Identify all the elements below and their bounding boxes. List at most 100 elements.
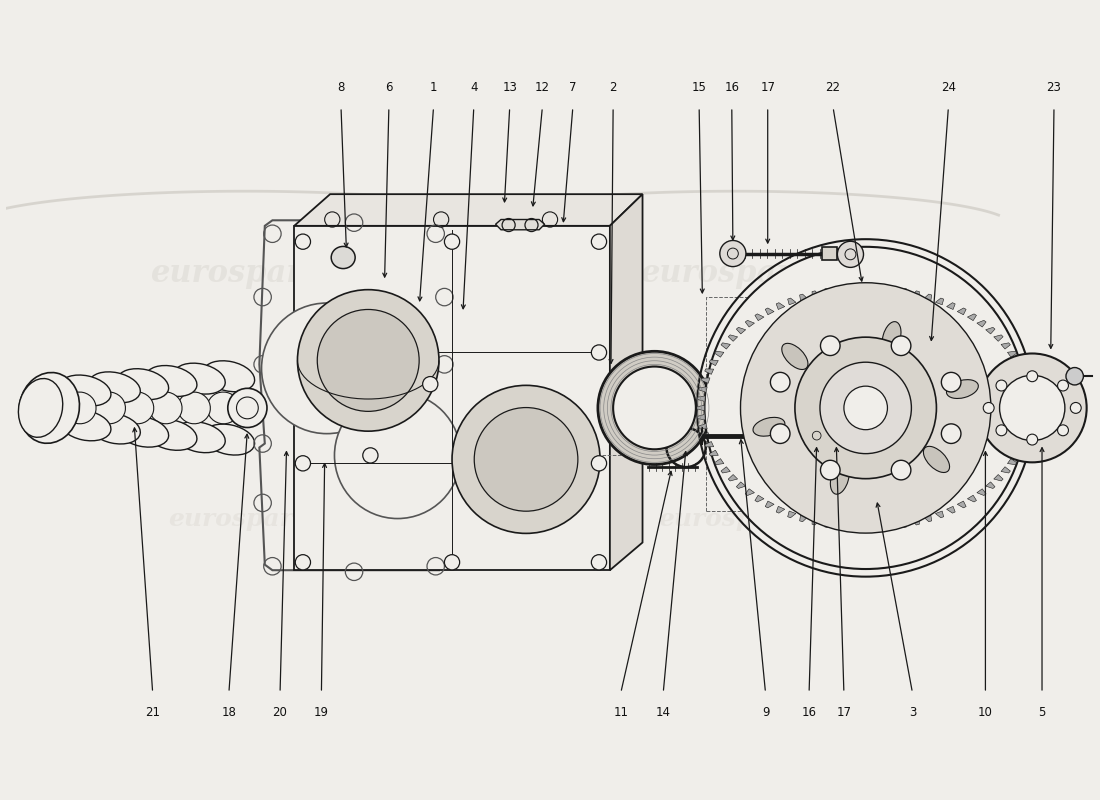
Text: eurospares: eurospares (658, 506, 813, 530)
Ellipse shape (59, 410, 111, 441)
Polygon shape (777, 302, 784, 310)
Circle shape (1070, 402, 1081, 414)
Polygon shape (746, 489, 755, 495)
Ellipse shape (754, 418, 785, 436)
Circle shape (806, 425, 827, 446)
Circle shape (891, 336, 911, 355)
Circle shape (705, 247, 1026, 569)
Polygon shape (912, 518, 920, 525)
Text: 6: 6 (385, 81, 393, 94)
Circle shape (795, 337, 936, 478)
Ellipse shape (830, 462, 849, 494)
Polygon shape (957, 308, 966, 314)
Circle shape (978, 354, 1087, 462)
Polygon shape (702, 433, 710, 438)
Circle shape (942, 424, 961, 443)
Polygon shape (766, 308, 774, 314)
Circle shape (1026, 371, 1037, 382)
Polygon shape (849, 286, 857, 291)
Circle shape (740, 282, 991, 533)
Polygon shape (887, 286, 894, 293)
Polygon shape (849, 525, 857, 530)
Polygon shape (736, 482, 746, 489)
Text: eurospares: eurospares (640, 258, 829, 289)
Polygon shape (294, 194, 642, 226)
Polygon shape (874, 525, 882, 530)
Ellipse shape (117, 416, 168, 447)
Text: 17: 17 (836, 706, 851, 719)
Ellipse shape (64, 392, 96, 424)
Ellipse shape (174, 422, 226, 453)
Ellipse shape (178, 392, 210, 424)
Polygon shape (705, 442, 714, 447)
Polygon shape (746, 320, 755, 327)
Circle shape (613, 366, 696, 450)
Circle shape (295, 554, 310, 570)
Circle shape (825, 425, 847, 446)
Polygon shape (1008, 458, 1016, 465)
Ellipse shape (89, 413, 141, 444)
Polygon shape (698, 423, 707, 429)
Polygon shape (812, 518, 820, 525)
Polygon shape (957, 501, 966, 508)
Polygon shape (1022, 378, 1030, 383)
Ellipse shape (204, 424, 254, 455)
Ellipse shape (204, 361, 254, 392)
Ellipse shape (782, 343, 807, 370)
Polygon shape (1022, 433, 1030, 438)
Ellipse shape (207, 392, 240, 424)
Polygon shape (728, 474, 738, 481)
Polygon shape (824, 521, 832, 527)
Text: 9: 9 (762, 706, 769, 719)
Polygon shape (912, 291, 920, 298)
Ellipse shape (19, 378, 63, 438)
Text: eurospares: eurospares (151, 258, 340, 289)
Circle shape (1000, 375, 1065, 441)
Text: 1: 1 (430, 81, 438, 94)
Ellipse shape (121, 392, 154, 424)
Polygon shape (800, 515, 807, 522)
Circle shape (452, 386, 601, 534)
Polygon shape (1013, 360, 1022, 366)
Ellipse shape (331, 246, 355, 269)
Text: 19: 19 (314, 706, 329, 719)
Polygon shape (967, 495, 977, 502)
Polygon shape (1013, 450, 1022, 456)
Polygon shape (728, 335, 738, 342)
Ellipse shape (174, 363, 226, 394)
Polygon shape (755, 495, 764, 502)
Polygon shape (986, 327, 996, 334)
Polygon shape (702, 378, 710, 383)
Text: 5: 5 (1038, 706, 1046, 719)
Text: 12: 12 (535, 81, 550, 94)
Text: 24: 24 (940, 81, 956, 94)
Ellipse shape (882, 322, 901, 354)
Text: 21: 21 (145, 706, 161, 719)
Text: 2: 2 (609, 81, 617, 94)
Text: 11: 11 (614, 706, 628, 719)
Ellipse shape (145, 419, 197, 450)
Polygon shape (862, 525, 869, 530)
Circle shape (444, 554, 460, 570)
Circle shape (297, 290, 439, 431)
Circle shape (592, 456, 606, 471)
Ellipse shape (59, 375, 111, 406)
Polygon shape (720, 343, 730, 349)
Polygon shape (822, 247, 837, 260)
Polygon shape (697, 405, 705, 410)
Polygon shape (496, 219, 544, 230)
Circle shape (592, 554, 606, 570)
Polygon shape (986, 482, 996, 489)
Ellipse shape (117, 369, 168, 400)
Polygon shape (977, 489, 986, 495)
Polygon shape (993, 335, 1003, 342)
Polygon shape (720, 466, 730, 473)
Circle shape (942, 372, 961, 392)
Circle shape (598, 351, 711, 465)
Polygon shape (1008, 351, 1016, 357)
Polygon shape (715, 458, 724, 465)
Circle shape (228, 388, 267, 427)
Polygon shape (697, 414, 705, 420)
Circle shape (592, 234, 606, 250)
Polygon shape (874, 286, 882, 291)
